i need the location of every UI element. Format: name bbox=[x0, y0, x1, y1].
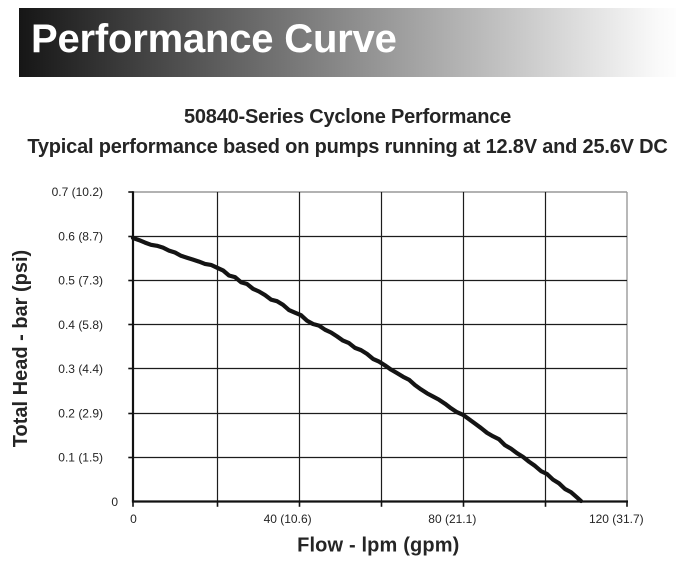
svg-text:0.7 (10.2): 0.7 (10.2) bbox=[52, 185, 103, 199]
svg-text:0.4 (5.8): 0.4 (5.8) bbox=[58, 318, 103, 332]
svg-text:0.3 (4.4): 0.3 (4.4) bbox=[58, 362, 103, 376]
svg-text:0: 0 bbox=[111, 495, 118, 509]
svg-text:0: 0 bbox=[130, 512, 137, 526]
svg-text:Flow - lpm (gpm): Flow - lpm (gpm) bbox=[297, 535, 459, 557]
svg-text:0.5 (7.3): 0.5 (7.3) bbox=[58, 274, 103, 288]
svg-text:Total Head - bar (psi): Total Head - bar (psi) bbox=[10, 250, 32, 447]
svg-text:0.1 (1.5): 0.1 (1.5) bbox=[58, 451, 103, 465]
svg-text:0.6 (8.7): 0.6 (8.7) bbox=[58, 229, 103, 243]
svg-text:0.2 (2.9): 0.2 (2.9) bbox=[58, 406, 103, 420]
svg-text:40 (10.6): 40 (10.6) bbox=[264, 512, 312, 526]
svg-text:80 (21.1): 80 (21.1) bbox=[428, 512, 476, 526]
svg-text:120 (31.7): 120 (31.7) bbox=[589, 512, 644, 526]
